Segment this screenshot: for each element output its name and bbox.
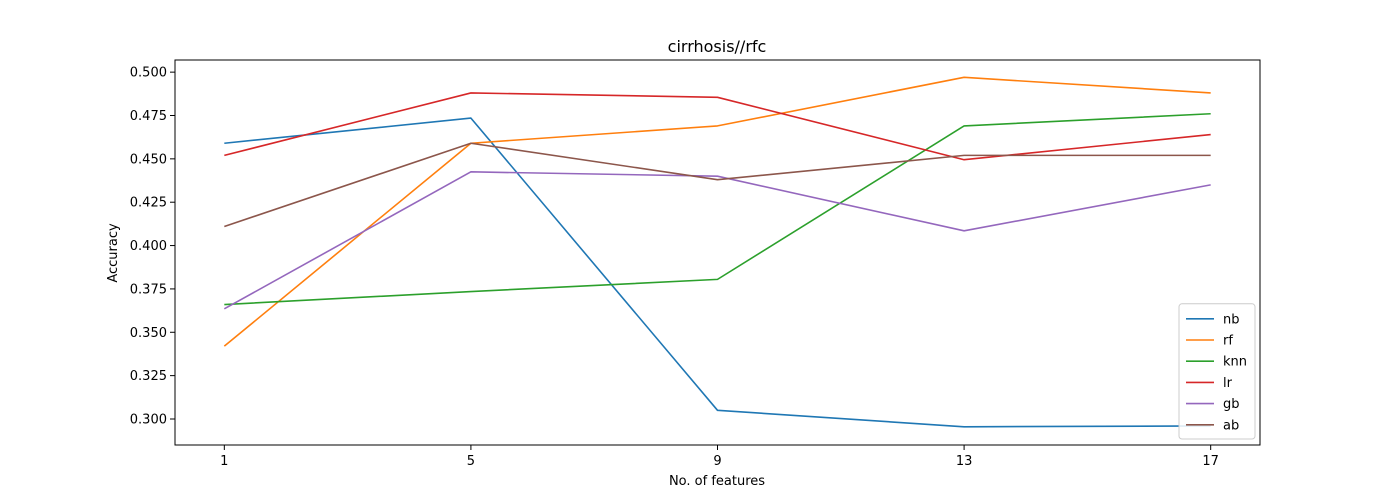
- y-tick-label: 0.400: [130, 239, 167, 254]
- series-line-ab: [224, 142, 1211, 228]
- x-tick-label: 17: [1202, 454, 1219, 469]
- x-axis-label: No. of features: [669, 474, 765, 489]
- plot-area: 1 5 9 13 17 0.300 0.325 0.350 0.375 0.400 0.425 0.4…: [130, 59, 1261, 469]
- x-tick-label: 5: [467, 454, 475, 469]
- series-line-rf: [223, 76, 1211, 347]
- y-tick-label: 0.475: [130, 109, 167, 124]
- x-tick-label: 9: [713, 454, 721, 469]
- y-tick-label: 0.350: [130, 326, 167, 341]
- legend-label-rf: rf: [1223, 334, 1233, 349]
- series-line-lr: [224, 92, 1211, 161]
- legend-box: [1178, 303, 1256, 440]
- series-line-nb: [224, 117, 1211, 428]
- x-tick-label: 1: [220, 454, 228, 469]
- y-tick-label: 0.500: [130, 66, 167, 81]
- y-tick-label: 0.450: [130, 152, 167, 167]
- series-line-gb: [223, 171, 1211, 310]
- legend-label-knn: knn: [1223, 355, 1247, 370]
- y-tick-label: 0.300: [130, 412, 167, 427]
- legend-label-gb: gb: [1223, 397, 1240, 412]
- y-tick-label: 0.325: [130, 369, 167, 384]
- y-tick-label: 0.375: [130, 282, 167, 297]
- series-line-knn: [224, 112, 1211, 306]
- legend: nb rf knn lr gb ab: [1178, 303, 1256, 440]
- legend-label-lr: lr: [1223, 376, 1233, 391]
- y-tick-label: 0.425: [130, 196, 167, 211]
- legend-label-nb: nb: [1223, 312, 1240, 327]
- chart-title: cirrhosis//rfc: [668, 37, 767, 56]
- x-tick-label: 13: [956, 454, 973, 469]
- y-axis-label: Accuracy: [106, 223, 121, 283]
- legend-label-ab: ab: [1223, 418, 1239, 433]
